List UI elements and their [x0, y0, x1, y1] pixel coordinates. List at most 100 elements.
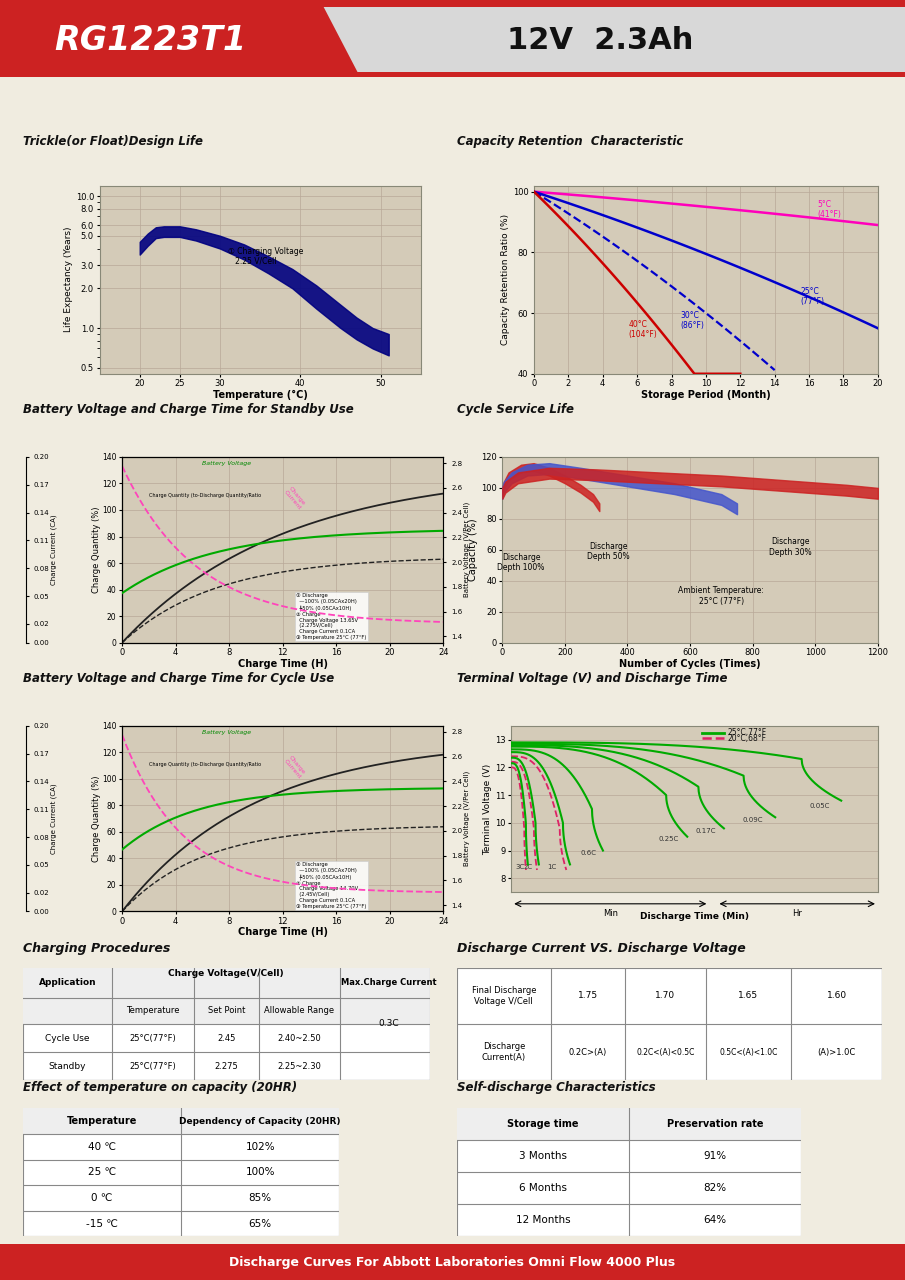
Text: Charging Procedures: Charging Procedures [23, 942, 170, 955]
Y-axis label: Capacity (%): Capacity (%) [468, 518, 478, 581]
Bar [0, 72, 905, 77]
Y-axis label: Charge Quantity (%): Charge Quantity (%) [91, 507, 100, 593]
Text: 102%: 102% [245, 1142, 275, 1152]
Text: 0.09C: 0.09C [743, 817, 764, 823]
Text: 0.3C: 0.3C [379, 1019, 399, 1029]
Text: Application: Application [39, 978, 96, 987]
Text: 3C: 3C [516, 864, 525, 870]
Text: Ambient Temperature:
25°C (77°F): Ambient Temperature: 25°C (77°F) [679, 586, 765, 605]
Text: 12 Months: 12 Months [516, 1216, 570, 1225]
Text: 25°C(77°F): 25°C(77°F) [129, 1034, 176, 1043]
Text: Battery Voltage: Battery Voltage [203, 461, 252, 466]
Y-axis label: Charge Current (CA): Charge Current (CA) [51, 515, 57, 585]
Y-axis label: Charge Quantity (%): Charge Quantity (%) [91, 776, 100, 861]
Text: 6 Months: 6 Months [519, 1184, 567, 1193]
X-axis label: Temperature (°C): Temperature (°C) [213, 389, 308, 399]
Text: 2C: 2C [523, 864, 532, 870]
Text: 40 ℃: 40 ℃ [88, 1142, 116, 1152]
Text: Storage time: Storage time [507, 1120, 579, 1129]
Y-axis label: Battery Voltage (V/Per Cell): Battery Voltage (V/Per Cell) [463, 771, 471, 867]
Y-axis label: Terminal Voltage (V): Terminal Voltage (V) [483, 763, 492, 855]
Text: Charge Quantity (to-Discharge Quantity/Ratio: Charge Quantity (to-Discharge Quantity/R… [149, 762, 261, 767]
X-axis label: Discharge Time (Min): Discharge Time (Min) [640, 911, 749, 920]
Text: Self-discharge Characteristics: Self-discharge Characteristics [457, 1082, 655, 1094]
Text: 0.5C<(A)<1.0C: 0.5C<(A)<1.0C [719, 1047, 777, 1057]
Text: 2.40~2.50: 2.40~2.50 [278, 1034, 321, 1043]
Y-axis label: Capacity Retention Ratio (%): Capacity Retention Ratio (%) [500, 214, 510, 346]
Text: Preservation rate: Preservation rate [667, 1120, 763, 1129]
Text: Charge
Current: Charge Current [282, 486, 307, 511]
Text: Discharge
Depth 100%: Discharge Depth 100% [498, 553, 545, 572]
Text: 1.70: 1.70 [655, 991, 675, 1001]
Text: Dependency of Capacity (20HR): Dependency of Capacity (20HR) [179, 1116, 341, 1126]
Text: 25 ℃: 25 ℃ [88, 1167, 116, 1178]
Text: Final Discharge
Voltage V/Cell: Final Discharge Voltage V/Cell [472, 986, 536, 1006]
Text: 2.25~2.30: 2.25~2.30 [278, 1061, 321, 1070]
Polygon shape [310, 0, 360, 77]
Text: Min: Min [603, 909, 618, 918]
Text: Standby: Standby [49, 1061, 86, 1070]
Text: 1C: 1C [547, 864, 557, 870]
Text: 91%: 91% [703, 1152, 727, 1161]
Text: 0.2C>(A): 0.2C>(A) [568, 1047, 607, 1057]
Text: Cycle Use: Cycle Use [45, 1034, 90, 1043]
Text: 0 ℃: 0 ℃ [91, 1193, 112, 1203]
Bar [23, 997, 430, 1024]
Text: Set Point: Set Point [207, 1006, 245, 1015]
Text: Cycle Service Life: Cycle Service Life [457, 403, 574, 416]
Bar [23, 968, 430, 997]
Text: 0.25C: 0.25C [659, 836, 679, 842]
Text: 0.17C: 0.17C [695, 828, 716, 835]
Text: Discharge
Depth 50%: Discharge Depth 50% [587, 541, 630, 562]
Text: 0.05C: 0.05C [809, 803, 829, 809]
Y-axis label: Charge Current (CA): Charge Current (CA) [51, 783, 57, 854]
Text: 1.65: 1.65 [738, 991, 758, 1001]
Text: 25°C(77°F): 25°C(77°F) [129, 1061, 176, 1070]
Text: 1.75: 1.75 [577, 991, 598, 1001]
Text: 65%: 65% [249, 1219, 272, 1229]
Text: Charge Quantity (to-Discharge Quantity/Ratio: Charge Quantity (to-Discharge Quantity/R… [149, 493, 261, 498]
Text: Discharge Current VS. Discharge Voltage: Discharge Current VS. Discharge Voltage [457, 942, 746, 955]
Text: Allowable Range: Allowable Range [264, 1006, 335, 1015]
Text: 5°C
(41°F): 5°C (41°F) [818, 200, 842, 219]
Text: Trickle(or Float)Design Life: Trickle(or Float)Design Life [23, 136, 203, 148]
Text: Discharge
Depth 30%: Discharge Depth 30% [769, 538, 812, 557]
Text: Battery Voltage: Battery Voltage [203, 730, 252, 735]
Text: Terminal Voltage (V) and Discharge Time: Terminal Voltage (V) and Discharge Time [457, 672, 728, 685]
Text: ① Charging Voltage
   2.25 V/Cell: ① Charging Voltage 2.25 V/Cell [228, 247, 303, 266]
Text: Hr: Hr [792, 909, 802, 918]
Text: Charge Voltage(V/Cell): Charge Voltage(V/Cell) [168, 969, 284, 978]
Text: 85%: 85% [249, 1193, 272, 1203]
Y-axis label: Life Expectancy (Years): Life Expectancy (Years) [64, 227, 72, 333]
Text: 20°C,68°F: 20°C,68°F [728, 733, 767, 742]
Text: Effect of temperature on capacity (20HR): Effect of temperature on capacity (20HR) [23, 1082, 297, 1094]
Text: 1.60: 1.60 [826, 991, 847, 1001]
Text: RG1223T1: RG1223T1 [54, 24, 246, 58]
Text: Temperature: Temperature [126, 1006, 180, 1015]
Text: 30°C
(86°F): 30°C (86°F) [681, 311, 704, 330]
Text: 25°C
(77°F): 25°C (77°F) [800, 287, 824, 306]
Text: 82%: 82% [703, 1184, 727, 1193]
Text: (A)>1.0C: (A)>1.0C [817, 1047, 856, 1057]
Text: Discharge
Current(A): Discharge Current(A) [481, 1042, 526, 1062]
X-axis label: Charge Time (H): Charge Time (H) [238, 927, 328, 937]
Text: 2.275: 2.275 [214, 1061, 238, 1070]
Bar [0, 0, 310, 77]
Bar [23, 1108, 339, 1134]
Text: 0.6C: 0.6C [580, 850, 596, 856]
Text: ① Discharge
  —100% (0.05CAx70H)
  ╄50% (0.05CAx10H)
② Charge
  Charge Voltage 1: ① Discharge —100% (0.05CAx70H) ╄50% (0.0… [296, 863, 367, 909]
Text: Battery Voltage and Charge Time for Standby Use: Battery Voltage and Charge Time for Stan… [23, 403, 353, 416]
Text: Charge
Current: Charge Current [282, 755, 307, 780]
Y-axis label: Battery Voltage (V/Per Cell): Battery Voltage (V/Per Cell) [463, 502, 471, 598]
X-axis label: Charge Time (H): Charge Time (H) [238, 658, 328, 668]
Text: 0.2C<(A)<0.5C: 0.2C<(A)<0.5C [636, 1047, 695, 1057]
Text: 25°C,77°F: 25°C,77°F [728, 728, 767, 737]
Text: Battery Voltage and Charge Time for Cycle Use: Battery Voltage and Charge Time for Cycl… [23, 672, 334, 685]
X-axis label: Storage Period (Month): Storage Period (Month) [641, 389, 771, 399]
X-axis label: Number of Cycles (Times): Number of Cycles (Times) [619, 658, 761, 668]
Text: 12V  2.3Ah: 12V 2.3Ah [507, 27, 693, 55]
Text: 100%: 100% [245, 1167, 275, 1178]
Text: 64%: 64% [703, 1216, 727, 1225]
Text: Discharge Curves For Abbott Laboratories Omni Flow 4000 Plus: Discharge Curves For Abbott Laboratories… [230, 1256, 675, 1268]
Text: 40°C
(104°F): 40°C (104°F) [628, 320, 657, 339]
